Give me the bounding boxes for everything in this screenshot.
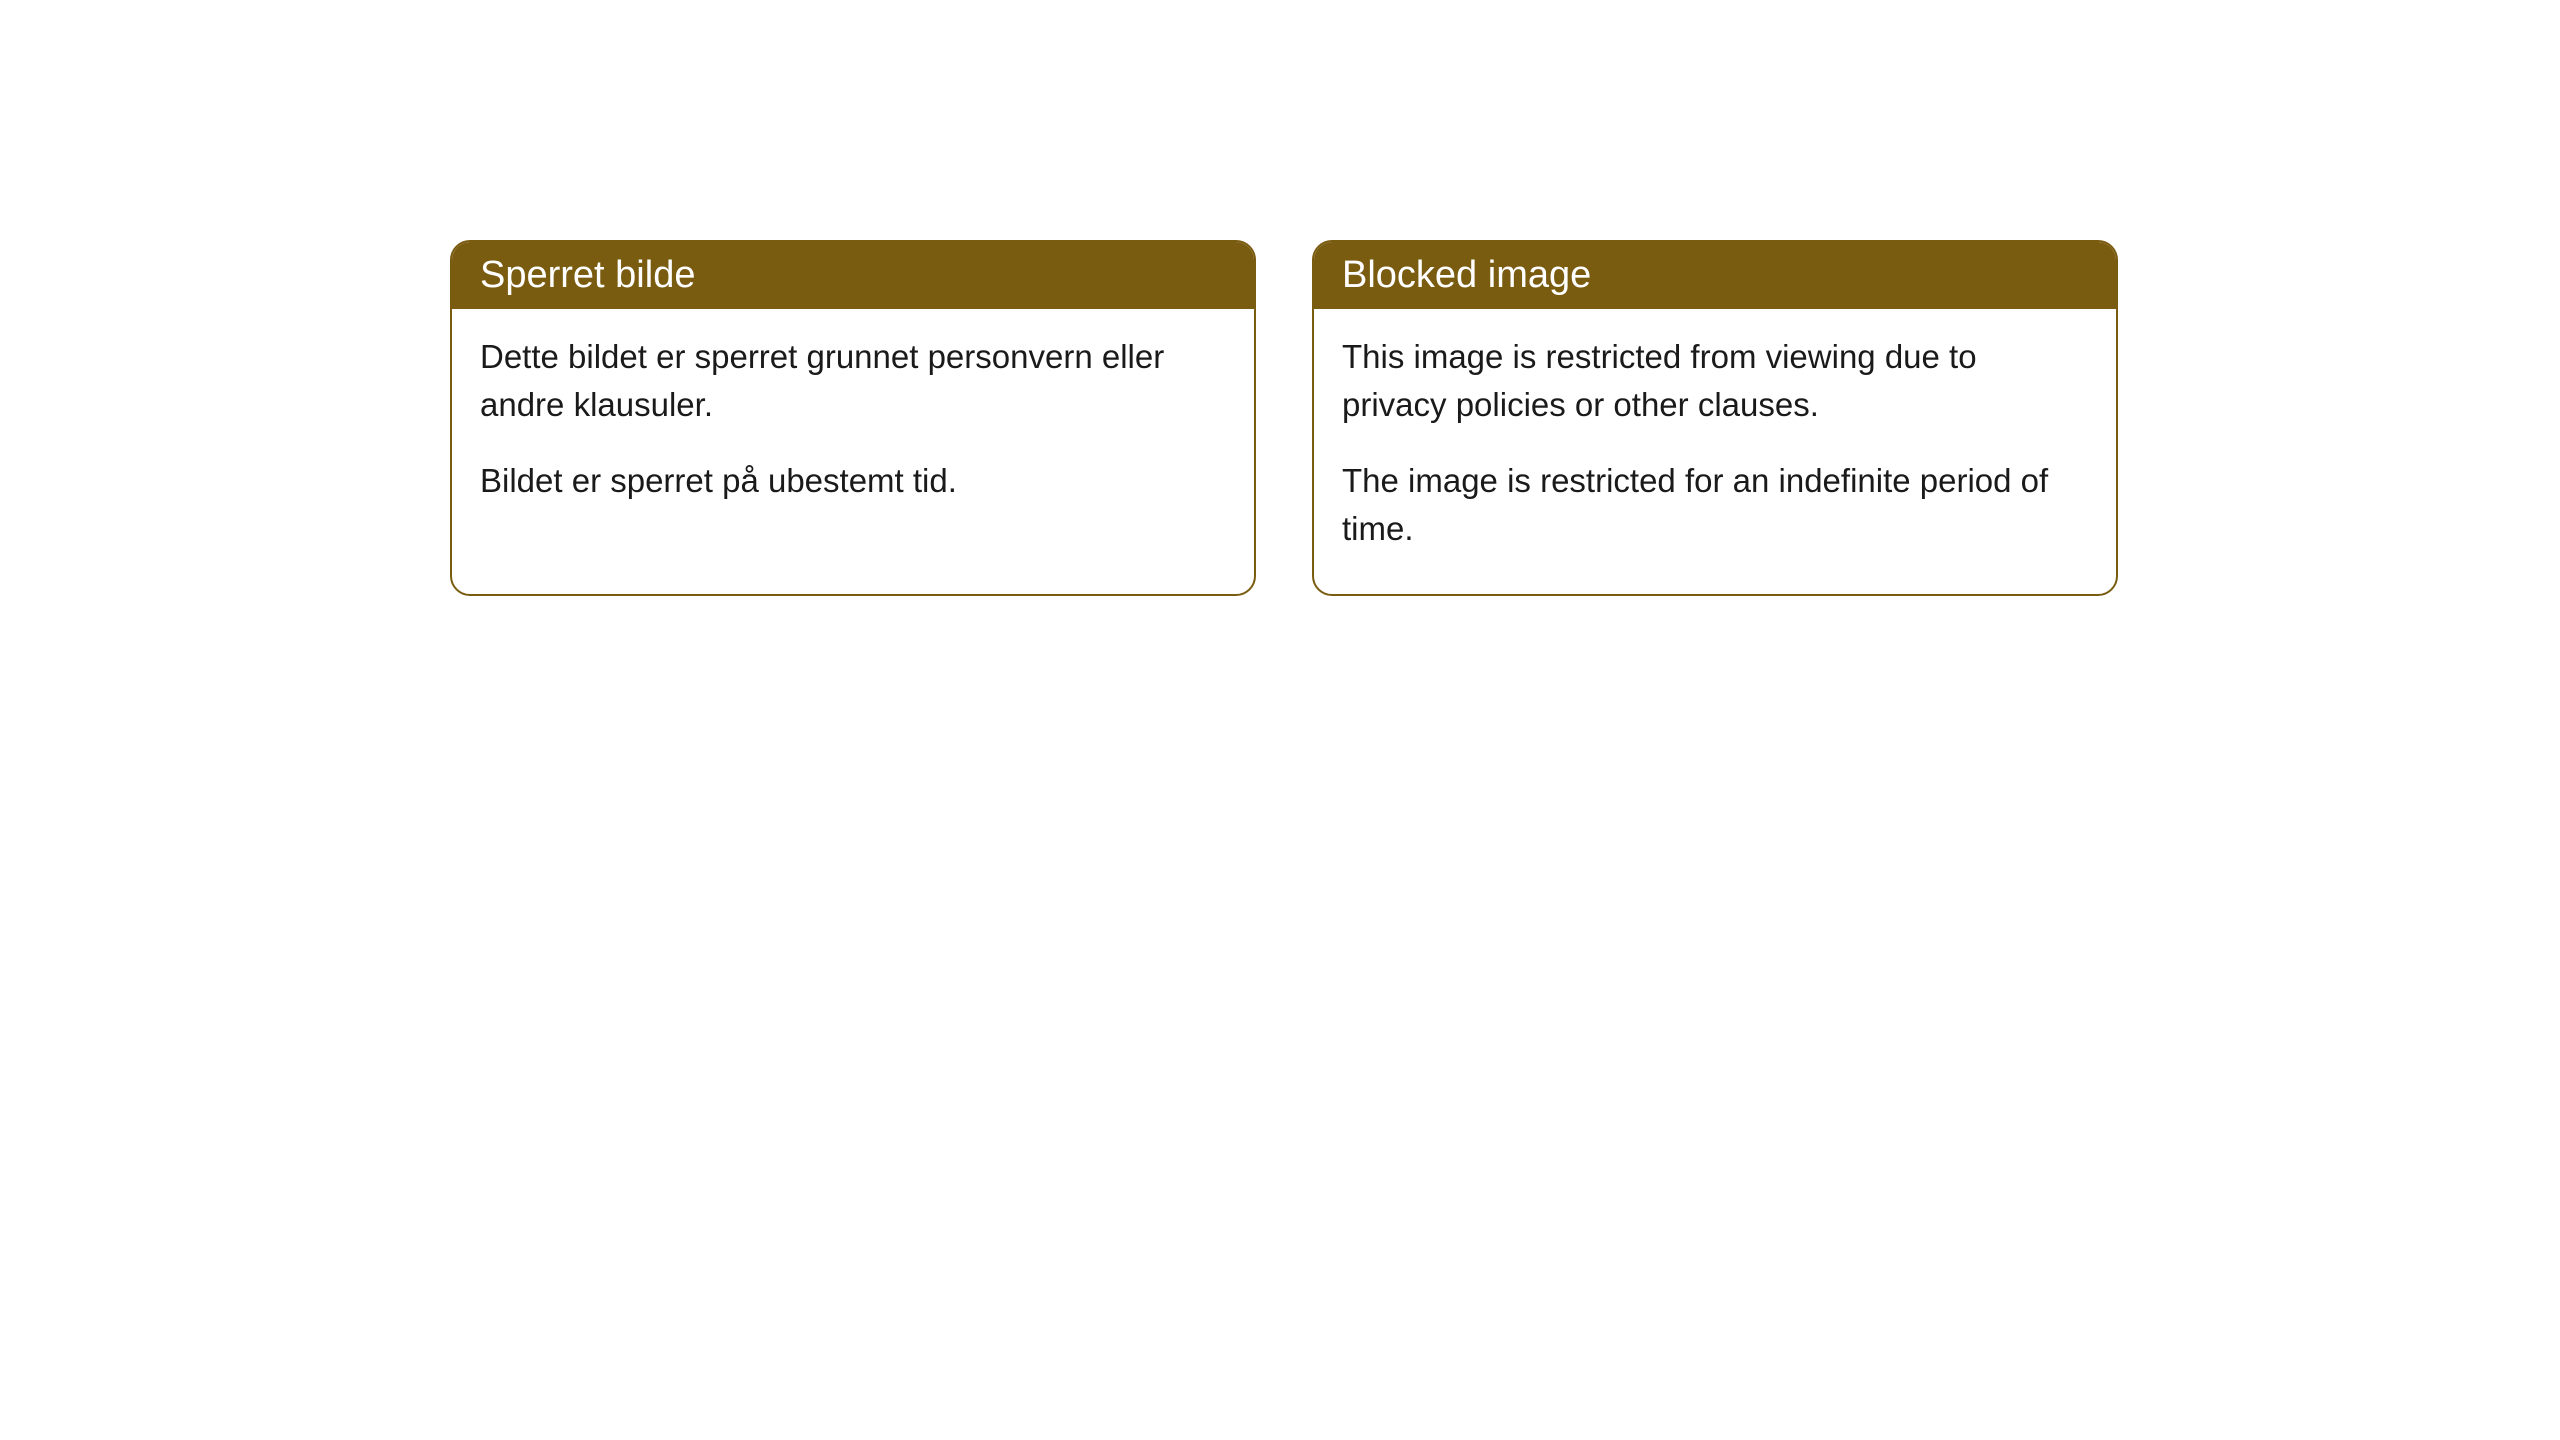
notice-paragraph-2: Bildet er sperret på ubestemt tid.	[480, 457, 1226, 505]
notice-paragraph-2: The image is restricted for an indefinit…	[1342, 457, 2088, 553]
notice-body-norwegian: Dette bildet er sperret grunnet personve…	[452, 309, 1254, 547]
notice-box-norwegian: Sperret bilde Dette bildet er sperret gr…	[450, 240, 1256, 596]
notice-paragraph-1: Dette bildet er sperret grunnet personve…	[480, 333, 1226, 429]
notice-box-english: Blocked image This image is restricted f…	[1312, 240, 2118, 596]
notice-header-english: Blocked image	[1314, 242, 2116, 309]
notice-paragraph-1: This image is restricted from viewing du…	[1342, 333, 2088, 429]
notice-header-norwegian: Sperret bilde	[452, 242, 1254, 309]
notice-container: Sperret bilde Dette bildet er sperret gr…	[450, 240, 2118, 596]
notice-body-english: This image is restricted from viewing du…	[1314, 309, 2116, 594]
